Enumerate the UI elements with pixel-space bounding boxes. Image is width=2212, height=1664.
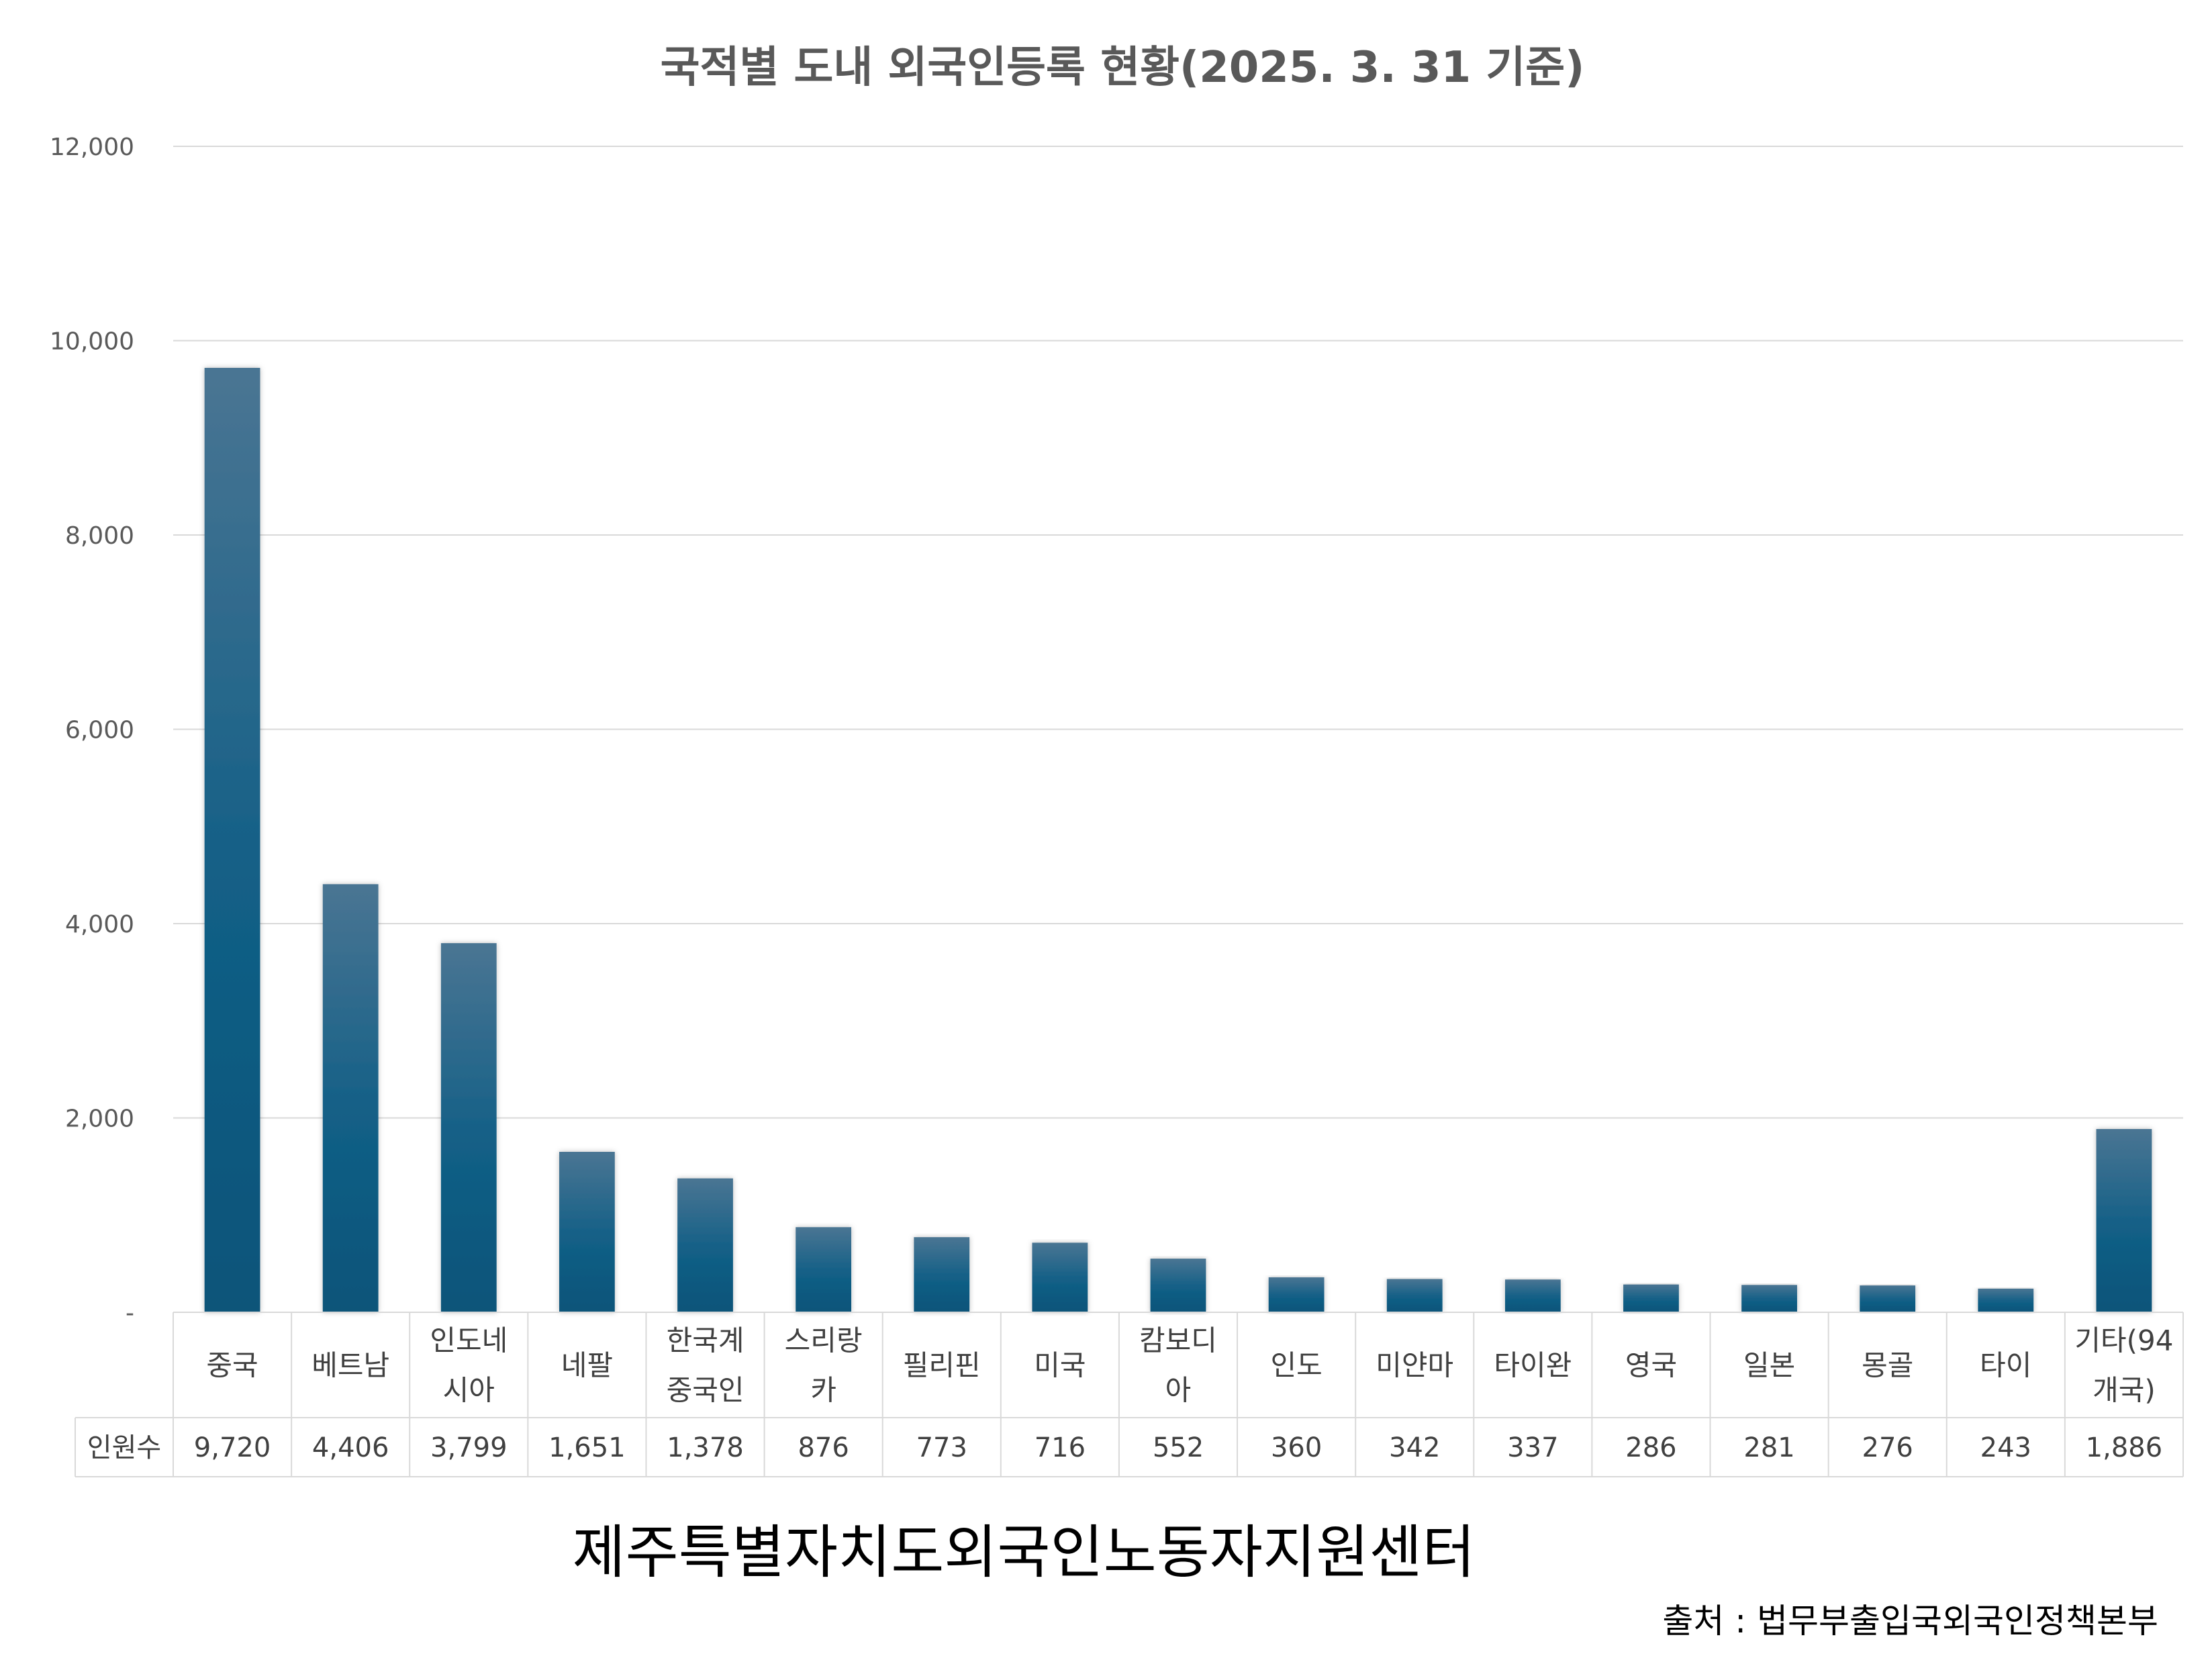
category-label: 중국인 <box>667 1374 744 1407</box>
bar <box>1386 1279 1443 1312</box>
category-label: 베트남 <box>311 1349 389 1382</box>
category-label: 캄보디 <box>1139 1324 1217 1357</box>
data-label: 337 <box>1507 1432 1558 1463</box>
bar <box>559 1152 615 1312</box>
y-tick-label: 10,000 <box>50 328 134 356</box>
category-label: 카 <box>810 1374 836 1407</box>
data-label: 1,378 <box>667 1432 744 1463</box>
category-label: 필리핀 <box>903 1349 981 1382</box>
data-label: 4,406 <box>312 1432 389 1463</box>
bar <box>1150 1259 1206 1312</box>
data-label: 773 <box>916 1432 967 1463</box>
bar <box>677 1178 733 1312</box>
bar <box>440 943 497 1312</box>
category-label: 한국계 <box>667 1324 744 1357</box>
category-label: 인도네 <box>430 1324 508 1357</box>
category-label: 몽골 <box>1862 1349 1913 1382</box>
category-label: 타이완 <box>1494 1349 1572 1382</box>
category-label: 영국 <box>1625 1349 1677 1382</box>
bar <box>1504 1279 1561 1312</box>
bar <box>1860 1285 1916 1312</box>
y-tick-label: - <box>126 1300 134 1327</box>
bar <box>1741 1285 1797 1312</box>
category-label: 미얀마 <box>1376 1349 1453 1382</box>
source-note: 출처 : 법무부출입국외국인정책본부 <box>1662 1602 2158 1641</box>
data-label: 276 <box>1862 1432 1913 1463</box>
chart-title: 국적별 도내 외국인등록 현황(2025. 3. 31 기준) <box>661 43 1585 93</box>
bar <box>2096 1129 2152 1312</box>
y-tick-label: 4,000 <box>65 911 134 938</box>
y-axis-tick-labels: - 2,000 4,000 6,000 8,000 10,000 12,000 <box>50 134 134 1327</box>
bars <box>204 368 2152 1312</box>
data-label: 281 <box>1743 1432 1794 1463</box>
category-label: 스리랑 <box>785 1324 863 1357</box>
category-label: 시아 <box>443 1374 495 1407</box>
bar <box>1978 1288 2034 1312</box>
category-label: 네팔 <box>561 1349 613 1382</box>
data-label: 286 <box>1625 1432 1676 1463</box>
bar <box>1623 1284 1679 1312</box>
category-label: 중국 <box>206 1349 258 1382</box>
category-label: 개국) <box>2093 1374 2156 1407</box>
bar <box>796 1227 852 1312</box>
bar <box>914 1237 970 1312</box>
data-label: 1,886 <box>2086 1432 2163 1463</box>
data-label: 876 <box>798 1432 849 1463</box>
category-label: 아 <box>1165 1374 1192 1407</box>
data-label: 716 <box>1035 1432 1086 1463</box>
data-label: 1,651 <box>548 1432 626 1463</box>
category-label: 기타(94 <box>2074 1324 2173 1357</box>
data-label: 3,799 <box>430 1432 508 1463</box>
data-label: 342 <box>1389 1432 1440 1463</box>
category-label: 인도 <box>1270 1349 1322 1382</box>
series-name: 인원수 <box>87 1432 161 1463</box>
category-label: 타이 <box>1980 1349 2031 1382</box>
gridlines <box>173 146 2183 1119</box>
bar <box>204 368 260 1312</box>
bar <box>1032 1242 1088 1312</box>
y-tick-label: 6,000 <box>65 717 134 744</box>
data-label: 552 <box>1153 1432 1204 1463</box>
category-label: 일본 <box>1743 1349 1795 1382</box>
data-label: 360 <box>1271 1432 1322 1463</box>
bar <box>1268 1277 1325 1312</box>
category-label: 미국 <box>1034 1349 1086 1382</box>
organization-name: 제주특별자치도외국인노동자지원센터 <box>572 1519 1475 1586</box>
y-tick-label: 2,000 <box>65 1106 134 1133</box>
y-tick-label: 12,000 <box>50 134 134 161</box>
data-label: 9,720 <box>194 1432 271 1463</box>
data-label: 243 <box>1980 1432 2031 1463</box>
y-tick-label: 8,000 <box>65 522 134 550</box>
bar <box>322 884 379 1312</box>
